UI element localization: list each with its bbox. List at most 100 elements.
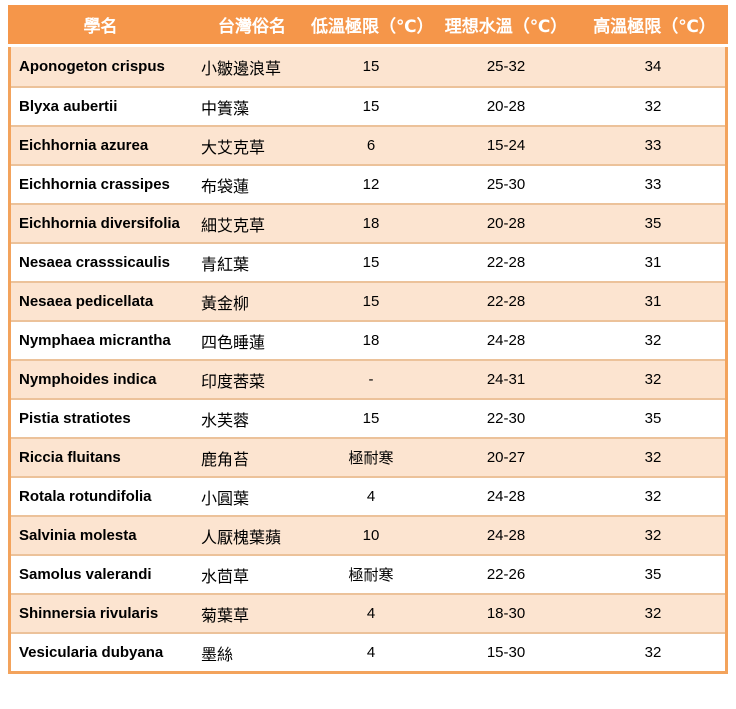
cell-scientific-name: Shinnersia rivularis (19, 605, 159, 622)
cell-common-name: 青紅葉 (201, 256, 250, 274)
plant-temperature-table: 學名 台灣俗名 低溫極限（℃） 理想水溫（℃） 高溫極限（℃） Aponogeton c… (8, 5, 728, 674)
cell-low-temp-limit: 12 (362, 176, 380, 193)
cell-scientific-name: Salvinia molesta (19, 527, 137, 544)
cell-scientific-name: Aponogeton crispus (19, 58, 165, 75)
cell-scientific-name: Rotala rotundifolia (19, 488, 152, 505)
table-row: Salvinia molesta 人厭槐葉蘋 10 24-28 32 (11, 515, 725, 554)
cell-low-temp-limit: 6 (366, 137, 376, 154)
cell-ideal-water-temp: 22-30 (486, 410, 526, 427)
header-cell-low-temp-limit: 低溫極限（℃） (311, 17, 431, 36)
table-row: Nymphaea micrantha 四色睡蓮 18 24-28 32 (11, 320, 725, 359)
table-row: Pistia stratiotes 水芙蓉 15 22-30 35 (11, 398, 725, 437)
cell-common-name: 中簀藻 (201, 100, 250, 118)
cell-low-temp-limit: 18 (362, 215, 380, 232)
cell-low-temp-limit: 15 (362, 254, 380, 271)
table-row: Rotala rotundifolia 小圓葉 4 24-28 32 (11, 476, 725, 515)
cell-high-temp-limit: 31 (644, 254, 662, 271)
cell-high-temp-limit: 32 (644, 449, 662, 466)
cell-common-name: 菊葉草 (201, 607, 250, 625)
cell-common-name: 墨絲 (201, 646, 234, 664)
table-row: Nymphoides indica 印度莕菜 - 24-31 32 (11, 359, 725, 398)
table-row: Blyxa aubertii 中簀藻 15 20-28 32 (11, 86, 725, 125)
cell-common-name: 大艾克草 (201, 139, 266, 157)
cell-low-temp-limit: 4 (366, 605, 376, 622)
cell-ideal-water-temp: 25-30 (486, 176, 526, 193)
cell-low-temp-limit: 10 (362, 527, 380, 544)
table-row: Nesaea crasssicaulis 青紅葉 15 22-28 31 (11, 242, 725, 281)
cell-ideal-water-temp: 22-26 (486, 566, 526, 583)
table-row: Shinnersia rivularis 菊葉草 4 18-30 32 (11, 593, 725, 632)
table-body: Aponogeton crispus 小皺邊浪草 15 25-32 34 Blyxa au… (8, 47, 728, 674)
cell-ideal-water-temp: 24-31 (486, 371, 526, 388)
cell-common-name: 鹿角苔 (201, 451, 250, 469)
cell-high-temp-limit: 33 (644, 176, 662, 193)
cell-scientific-name: Vesicularia dubyana (19, 644, 164, 661)
cell-ideal-water-temp: 24-28 (486, 527, 526, 544)
cell-low-temp-limit: 極耐寒 (348, 450, 394, 467)
cell-ideal-water-temp: 24-28 (486, 332, 526, 349)
table-row: Riccia fluitans 鹿角苔 極耐寒 20-27 32 (11, 437, 725, 476)
cell-high-temp-limit: 32 (644, 605, 662, 622)
cell-common-name: 黃金柳 (201, 295, 250, 313)
cell-low-temp-limit: - (368, 371, 374, 388)
cell-high-temp-limit: 32 (644, 488, 662, 505)
cell-scientific-name: Blyxa aubertii (19, 98, 118, 115)
header-cell-ideal-water-temp: 理想水溫（℃） (444, 17, 568, 36)
table-row: Aponogeton crispus 小皺邊浪草 15 25-32 34 (11, 47, 725, 86)
table-header-row: 學名 台灣俗名 低溫極限（℃） 理想水溫（℃） 高溫極限（℃） (8, 5, 728, 44)
cell-high-temp-limit: 35 (644, 566, 662, 583)
table-row: Nesaea pedicellata 黃金柳 15 22-28 31 (11, 281, 725, 320)
header-cell-high-temp-limit: 高溫極限（℃） (593, 17, 716, 36)
cell-high-temp-limit: 35 (644, 410, 662, 427)
cell-common-name: 小皺邊浪草 (201, 60, 282, 78)
cell-common-name: 水茴草 (201, 568, 250, 586)
cell-high-temp-limit: 31 (644, 293, 662, 310)
cell-ideal-water-temp: 20-28 (486, 98, 526, 115)
cell-high-temp-limit: 32 (644, 98, 662, 115)
cell-common-name: 布袋蓮 (201, 178, 250, 196)
cell-scientific-name: Riccia fluitans (19, 449, 121, 466)
cell-high-temp-limit: 32 (644, 332, 662, 349)
cell-low-temp-limit: 15 (362, 293, 380, 310)
cell-ideal-water-temp: 15-30 (486, 644, 526, 661)
cell-scientific-name: Nesaea pedicellata (19, 293, 154, 310)
cell-ideal-water-temp: 25-32 (486, 58, 526, 75)
cell-low-temp-limit: 4 (366, 644, 376, 661)
cell-scientific-name: Eichhornia crassipes (19, 176, 170, 193)
cell-high-temp-limit: 32 (644, 371, 662, 388)
table-row: Samolus valerandi 水茴草 極耐寒 22-26 35 (11, 554, 725, 593)
cell-common-name: 人厭槐葉蘋 (201, 529, 282, 547)
cell-low-temp-limit: 15 (362, 58, 380, 75)
cell-common-name: 小圓葉 (201, 490, 250, 508)
cell-common-name: 印度莕菜 (201, 373, 266, 391)
header-cell-scientific-name: 學名 (83, 17, 118, 36)
cell-common-name: 細艾克草 (201, 217, 266, 235)
cell-high-temp-limit: 34 (644, 58, 662, 75)
table-row: Eichhornia crassipes 布袋蓮 12 25-30 33 (11, 164, 725, 203)
cell-common-name: 水芙蓉 (201, 412, 250, 430)
cell-high-temp-limit: 32 (644, 644, 662, 661)
cell-scientific-name: Nesaea crasssicaulis (19, 254, 170, 271)
table-row: Vesicularia dubyana 墨絲 4 15-30 32 (11, 632, 725, 671)
cell-scientific-name: Samolus valerandi (19, 566, 152, 583)
cell-ideal-water-temp: 22-28 (486, 293, 526, 310)
cell-scientific-name: Eichhornia azurea (19, 137, 149, 154)
cell-low-temp-limit: 15 (362, 410, 380, 427)
cell-high-temp-limit: 32 (644, 527, 662, 544)
cell-low-temp-limit: 15 (362, 98, 380, 115)
cell-high-temp-limit: 35 (644, 215, 662, 232)
cell-ideal-water-temp: 20-28 (486, 215, 526, 232)
cell-scientific-name: Pistia stratiotes (19, 410, 131, 427)
table-row: Eichhornia diversifolia 細艾克草 18 20-28 35 (11, 203, 725, 242)
cell-scientific-name: Nymphaea micrantha (19, 332, 171, 349)
cell-common-name: 四色睡蓮 (201, 334, 266, 352)
cell-low-temp-limit: 18 (362, 332, 380, 349)
cell-ideal-water-temp: 15-24 (486, 137, 526, 154)
cell-ideal-water-temp: 20-27 (486, 449, 526, 466)
header-cell-common-name: 台灣俗名 (218, 17, 286, 36)
cell-ideal-water-temp: 22-28 (486, 254, 526, 271)
cell-ideal-water-temp: 24-28 (486, 488, 526, 505)
cell-high-temp-limit: 33 (644, 137, 662, 154)
cell-scientific-name: Eichhornia diversifolia (19, 215, 180, 232)
